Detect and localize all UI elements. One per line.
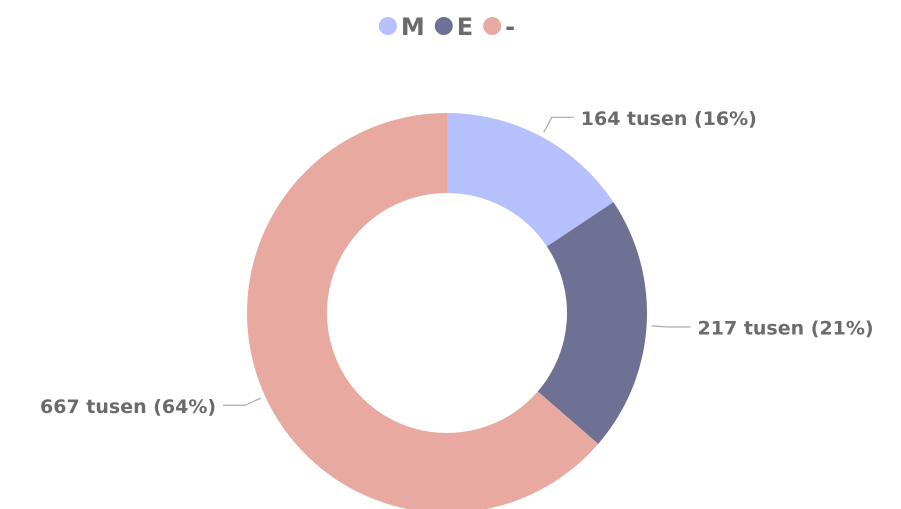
legend-label: E (457, 13, 473, 41)
legend-label: - (505, 13, 515, 41)
legend-label: M (401, 13, 425, 41)
data-label: 667 tusen (64%) (40, 396, 216, 418)
leader-line (651, 325, 691, 328)
legend-marker (378, 17, 397, 35)
legend-marker (483, 17, 502, 35)
donut-slice (447, 113, 614, 247)
leader-line (543, 116, 574, 133)
donut-slice (537, 202, 647, 444)
legend-marker (434, 17, 453, 35)
data-label: 164 tusen (16%) (581, 108, 757, 130)
donut-slice (247, 113, 599, 509)
data-label: 217 tusen (21%) (698, 317, 874, 339)
leader-line (223, 397, 261, 406)
